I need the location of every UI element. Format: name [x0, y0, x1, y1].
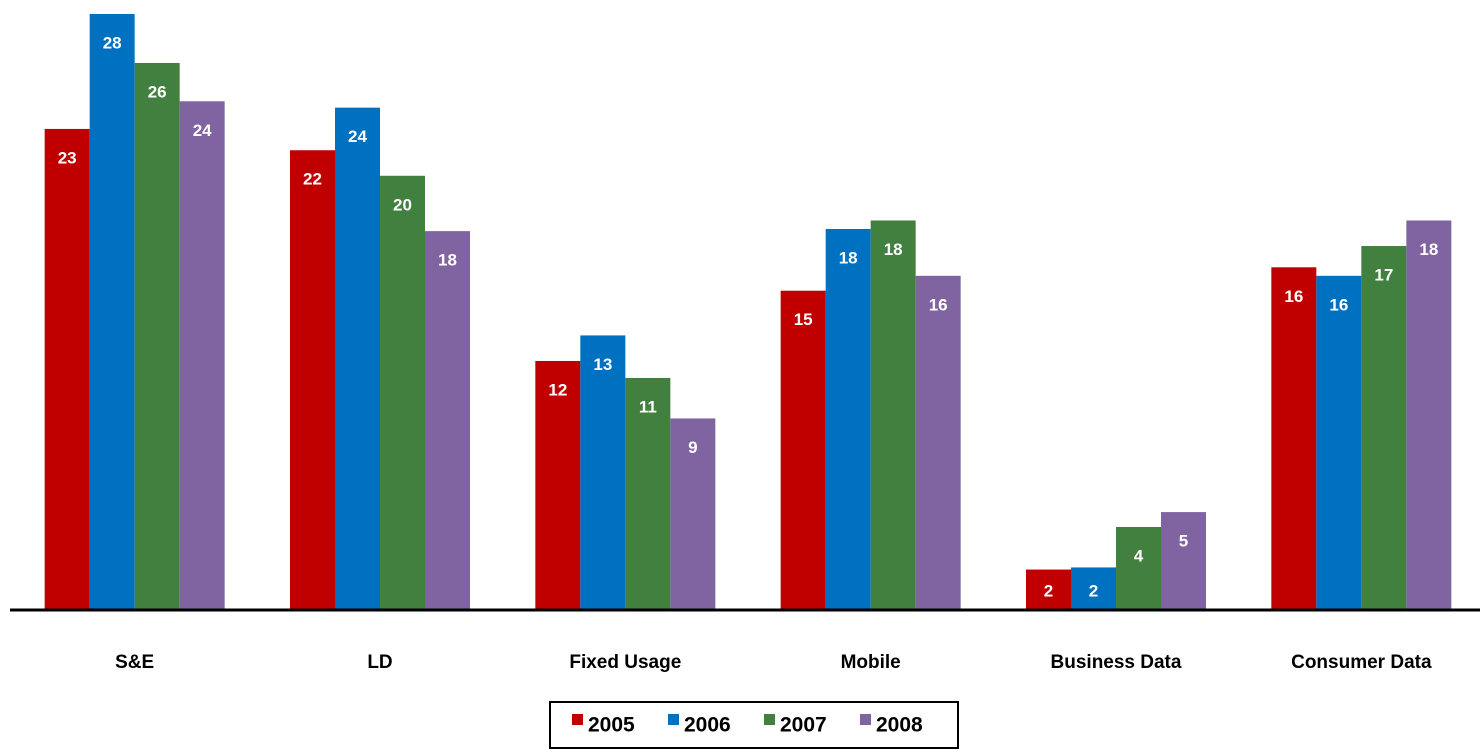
x-tick-label: LD [367, 652, 392, 673]
bar [535, 360, 581, 610]
value-label: 18 [1419, 240, 1438, 259]
legend-swatch [860, 714, 871, 725]
bar [425, 231, 470, 610]
legend-label: 2008 [876, 714, 923, 737]
bar [380, 175, 425, 610]
value-label: 22 [303, 170, 322, 189]
legend-swatch [572, 714, 583, 725]
legend-label: 2005 [588, 714, 635, 737]
bar [625, 377, 671, 610]
x-tick-label: Consumer Data [1291, 652, 1432, 673]
value-label: 16 [1284, 287, 1303, 306]
bar [89, 14, 135, 610]
value-label: 18 [884, 240, 903, 259]
value-label: 9 [688, 438, 697, 457]
legend-label: 2007 [780, 714, 827, 737]
value-label: 28 [103, 33, 122, 52]
bar [44, 128, 90, 610]
bar [1161, 512, 1206, 610]
value-label: 16 [1329, 295, 1348, 314]
legend-swatch [668, 714, 679, 725]
bar [1071, 567, 1116, 610]
x-tick-label: Mobile [841, 652, 901, 673]
bar [1026, 569, 1071, 610]
value-label: 18 [438, 251, 457, 270]
legend-label: 2006 [684, 714, 731, 737]
value-label: 4 [1134, 546, 1144, 565]
value-label: 26 [148, 82, 167, 101]
x-tick-label: S&E [115, 652, 154, 673]
bar [335, 107, 380, 611]
legend-box [549, 701, 959, 749]
value-label: 20 [393, 195, 412, 214]
value-label: 15 [794, 310, 813, 329]
value-label: 24 [348, 127, 367, 146]
bar [825, 228, 871, 610]
bar [1361, 246, 1407, 610]
bar [1316, 275, 1362, 610]
value-label: 13 [593, 355, 612, 374]
bar [1271, 267, 1317, 610]
value-label: 23 [58, 148, 77, 167]
value-label: 5 [1179, 532, 1188, 551]
bar [870, 220, 916, 610]
value-label: 12 [548, 380, 567, 399]
value-label: 2 [1044, 581, 1053, 600]
value-label: 2 [1089, 581, 1098, 600]
bar [670, 418, 716, 610]
legend-swatch [764, 714, 775, 725]
bar [1116, 526, 1161, 610]
bar [580, 335, 626, 610]
value-label: 18 [839, 248, 858, 267]
bar [780, 290, 826, 610]
value-label: 17 [1374, 265, 1393, 284]
value-label: 16 [929, 295, 948, 314]
bar [179, 101, 225, 611]
x-tick-label: Fixed Usage [569, 652, 681, 673]
bar [915, 275, 961, 610]
x-tick-label: Business Data [1051, 652, 1182, 673]
bar [134, 62, 180, 610]
value-label: 24 [193, 121, 212, 140]
bar [290, 150, 335, 610]
bar [1406, 220, 1452, 610]
value-label: 11 [639, 397, 657, 416]
